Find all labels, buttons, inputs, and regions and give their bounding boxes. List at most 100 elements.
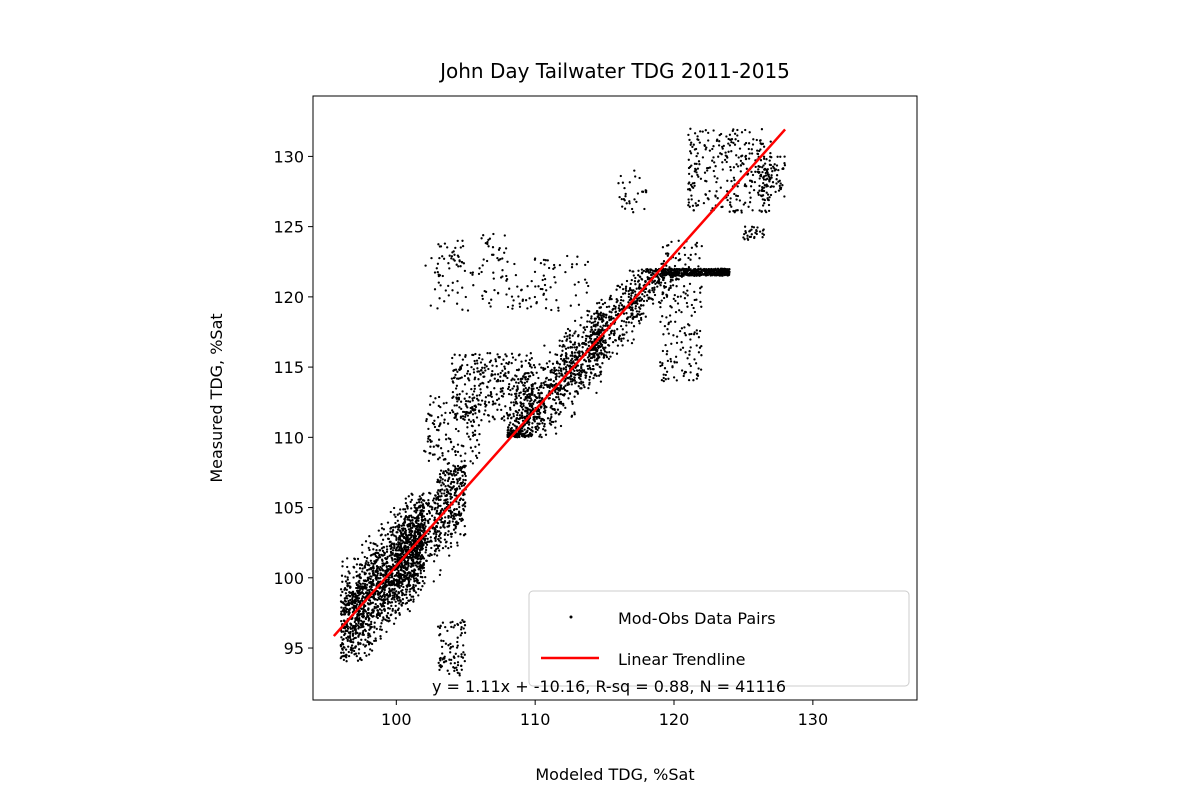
data-point [567,397,570,400]
data-point [745,167,748,170]
data-point [365,586,368,589]
data-point [522,402,525,405]
data-point [372,564,375,568]
data-point [437,534,441,538]
data-point [520,364,524,367]
data-point [727,142,730,145]
data-point [756,191,760,194]
data-point [523,428,526,431]
data-point [471,393,474,396]
data-point [438,549,441,552]
data-point [679,295,682,298]
data-point [568,329,572,332]
data-point [457,467,460,470]
data-point [620,304,624,307]
data-point [369,625,372,629]
data-point [571,377,574,381]
data-point [371,580,375,583]
data-point [411,526,414,529]
data-point [368,568,371,571]
data-point [459,400,463,403]
data-point [359,613,362,616]
data-point [474,352,477,356]
data-point [451,380,454,383]
data-point [609,294,612,298]
data-point [700,285,703,288]
data-point [412,558,415,561]
data-point [379,602,382,606]
data-point [715,190,718,193]
data-point [569,340,572,343]
data-point [766,193,770,196]
data-point [517,368,520,372]
data-point [522,388,525,391]
data-point [373,626,376,629]
data-point [554,420,557,423]
data-point [456,464,460,468]
data-point [684,334,687,337]
data-point [383,553,386,557]
data-point [435,524,438,528]
data-point [450,514,453,517]
data-point [690,175,694,178]
data-point [373,621,376,624]
data-point [473,384,476,388]
data-point [490,392,493,396]
data-point [593,345,596,348]
data-point [622,306,625,309]
data-point [340,651,343,654]
data-point [569,359,573,362]
data-point [708,189,711,193]
data-point [600,344,603,348]
data-point [558,344,561,347]
data-point [669,275,672,279]
data-point [347,636,350,639]
data-point [388,590,391,594]
data-point [420,529,424,533]
data-point [704,148,707,151]
data-point [761,170,764,174]
data-point [447,473,450,476]
data-point [527,423,531,426]
data-point [435,512,438,515]
data-point [411,560,415,563]
data-point [594,328,597,331]
data-point [484,409,487,412]
data-point [412,583,415,587]
data-point [401,591,404,595]
data-point [399,552,403,556]
data-point [369,622,373,626]
data-point [431,506,434,509]
data-point [527,362,531,365]
data-point [340,606,343,609]
data-point [352,593,355,597]
data-point [660,378,664,382]
data-point [452,528,456,531]
data-point [441,507,444,511]
data-point [736,194,740,198]
data-point [343,655,347,658]
data-point [381,538,385,541]
data-point [436,529,439,533]
data-point [590,328,593,331]
data-point [372,567,375,570]
data-point [671,284,675,287]
data-point [356,583,359,587]
data-point [428,530,432,533]
data-point [592,353,595,356]
data-point [661,315,664,318]
data-point [544,380,547,383]
data-point [416,557,419,561]
data-point [458,393,461,396]
data-point [409,578,412,581]
data-point [581,346,584,349]
data-point [579,373,583,376]
data-point [482,371,485,374]
data-point [505,361,508,365]
data-point [603,301,607,305]
data-point [760,128,764,131]
data-point [437,498,441,502]
data-point [344,575,347,578]
data-point [394,617,397,620]
data-point [531,422,534,425]
